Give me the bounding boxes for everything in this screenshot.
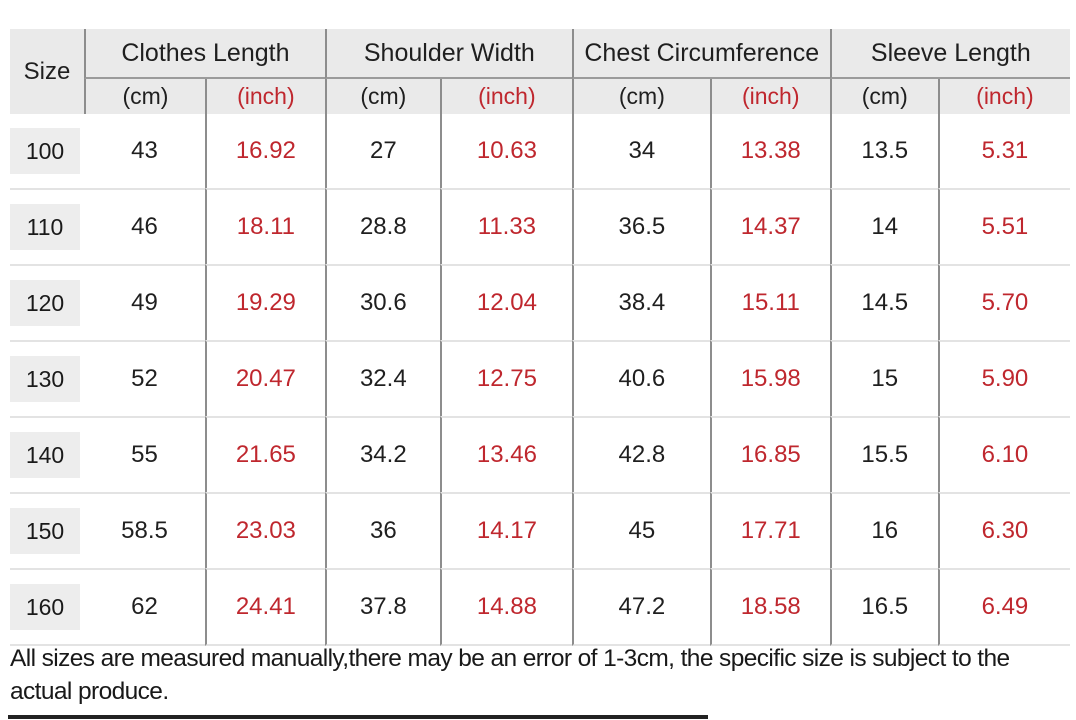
inch-value-cell: 13.38 [709, 114, 830, 188]
cm-value-cell: 52 [84, 340, 205, 416]
inch-value-cell: 18.58 [709, 568, 830, 646]
inch-value-cell: 5.51 [937, 188, 1070, 264]
cm-value-cell: 13.5 [829, 114, 938, 188]
table-row: 150 58.5 23.03 36 14.17 45 17.71 16 6.30 [10, 492, 1070, 568]
cm-value-cell: 16 [829, 492, 938, 568]
cm-value-cell: 45 [571, 492, 710, 568]
unit-header-cm: (cm) [324, 79, 440, 114]
cm-value-cell: 40.6 [571, 340, 710, 416]
table-row: 130 52 20.47 32.4 12.75 40.6 15.98 15 5.… [10, 340, 1070, 416]
inch-value-cell: 6.10 [937, 416, 1070, 492]
inch-value-cell: 10.63 [439, 114, 572, 188]
cm-value-cell: 55 [84, 416, 205, 492]
cm-value-cell: 36.5 [571, 188, 710, 264]
inch-value-cell: 6.49 [937, 568, 1070, 646]
inch-value-cell: 11.33 [439, 188, 572, 264]
cm-value-cell: 28.8 [324, 188, 440, 264]
inch-value-cell: 20.47 [204, 340, 325, 416]
cm-value-cell: 15.5 [829, 416, 938, 492]
cm-value-cell: 34 [571, 114, 710, 188]
cm-value-cell: 47.2 [571, 568, 710, 646]
inch-value-cell: 15.98 [709, 340, 830, 416]
inch-value-cell: 14.17 [439, 492, 572, 568]
unit-header-inch: (inch) [937, 79, 1070, 114]
cm-value-cell: 27 [324, 114, 440, 188]
size-label: 130 [10, 356, 80, 402]
cm-value-cell: 46 [84, 188, 205, 264]
cm-value-cell: 37.8 [324, 568, 440, 646]
inch-value-cell: 12.04 [439, 264, 572, 340]
measurement-disclaimer: All sizes are measured manually,there ma… [10, 645, 1010, 705]
group-header-shoulder-width: Shoulder Width [324, 29, 572, 79]
table-row: 140 55 21.65 34.2 13.46 42.8 16.85 15.5 … [10, 416, 1070, 492]
table-row: 160 62 24.41 37.8 14.88 47.2 18.58 16.5 … [10, 568, 1070, 646]
size-label: 140 [10, 432, 80, 478]
size-label: 100 [10, 128, 80, 174]
cm-value-cell: 38.4 [571, 264, 710, 340]
size-column-header: Size [10, 29, 85, 114]
group-header-chest-circumference: Chest Circumference [571, 29, 830, 79]
group-header-clothes-length: Clothes Length [84, 29, 325, 79]
table-row: 120 49 19.29 30.6 12.04 38.4 15.11 14.5 … [10, 264, 1070, 340]
size-chart-table: Size Clothes Length Shoulder Width Chest… [10, 29, 1070, 646]
cm-value-cell: 14.5 [829, 264, 938, 340]
inch-value-cell: 21.65 [204, 416, 325, 492]
size-label: 110 [10, 204, 80, 250]
unit-header-cm: (cm) [829, 79, 938, 114]
unit-header-cm: (cm) [571, 79, 710, 114]
table-row: 100 43 16.92 27 10.63 34 13.38 13.5 5.31 [10, 114, 1070, 188]
inch-value-cell: 5.90 [937, 340, 1070, 416]
inch-value-cell: 13.46 [439, 416, 572, 492]
inch-value-cell: 16.85 [709, 416, 830, 492]
inch-value-cell: 12.75 [439, 340, 572, 416]
bottom-divider [8, 715, 708, 719]
inch-value-cell: 19.29 [204, 264, 325, 340]
inch-value-cell: 15.11 [709, 264, 830, 340]
cm-value-cell: 62 [84, 568, 205, 646]
inch-value-cell: 6.30 [937, 492, 1070, 568]
inch-value-cell: 14.37 [709, 188, 830, 264]
unit-header-inch: (inch) [709, 79, 830, 114]
inch-value-cell: 16.92 [204, 114, 325, 188]
inch-value-cell: 17.71 [709, 492, 830, 568]
inch-value-cell: 5.31 [937, 114, 1070, 188]
unit-header-inch: (inch) [439, 79, 572, 114]
inch-value-cell: 24.41 [204, 568, 325, 646]
cm-value-cell: 32.4 [324, 340, 440, 416]
cm-value-cell: 43 [84, 114, 205, 188]
cm-value-cell: 36 [324, 492, 440, 568]
unit-header-inch: (inch) [204, 79, 325, 114]
inch-value-cell: 5.70 [937, 264, 1070, 340]
size-label: 150 [10, 508, 80, 554]
cm-value-cell: 30.6 [324, 264, 440, 340]
cm-value-cell: 15 [829, 340, 938, 416]
cm-value-cell: 14 [829, 188, 938, 264]
table-header: Size Clothes Length Shoulder Width Chest… [10, 29, 1070, 114]
cm-value-cell: 34.2 [324, 416, 440, 492]
inch-value-cell: 14.88 [439, 568, 572, 646]
cm-value-cell: 16.5 [829, 568, 938, 646]
inch-value-cell: 18.11 [204, 188, 325, 264]
cm-value-cell: 49 [84, 264, 205, 340]
size-label: 120 [10, 280, 80, 326]
table-row: 110 46 18.11 28.8 11.33 36.5 14.37 14 5.… [10, 188, 1070, 264]
size-label: 160 [10, 584, 80, 630]
cm-value-cell: 58.5 [84, 492, 205, 568]
group-header-sleeve-length: Sleeve Length [829, 29, 1070, 79]
unit-header-cm: (cm) [84, 79, 205, 114]
inch-value-cell: 23.03 [204, 492, 325, 568]
cm-value-cell: 42.8 [571, 416, 710, 492]
